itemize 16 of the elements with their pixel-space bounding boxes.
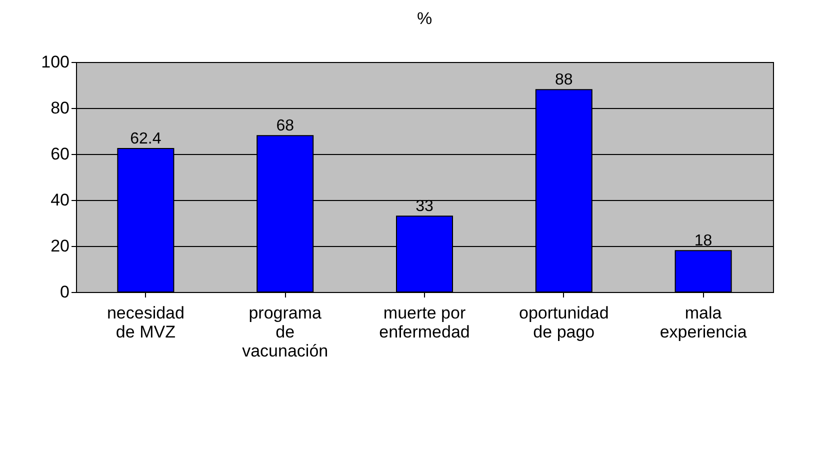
x-tick-label: necesidad de MVZ xyxy=(106,304,184,342)
x-tick-label: programa de vacunación xyxy=(242,304,328,360)
y-tick-label: 80 xyxy=(50,98,70,118)
x-tick-label: oportunidad de pago xyxy=(518,304,609,342)
y-tick-label: 0 xyxy=(60,282,70,302)
data-label: 68 xyxy=(276,118,294,135)
y-tick-label: 20 xyxy=(50,236,70,256)
chart-title: % xyxy=(416,9,432,28)
y-tick-label: 100 xyxy=(41,52,70,72)
data-label: 88 xyxy=(555,72,573,89)
x-tick-label: muerte por enfermedad xyxy=(379,304,470,342)
y-tick-label: 40 xyxy=(50,190,70,210)
y-tick-label: 60 xyxy=(50,144,70,164)
data-label: 62.4 xyxy=(130,130,162,148)
x-tick-label: mala experiencia xyxy=(660,304,748,342)
data-label: 18 xyxy=(694,232,712,250)
